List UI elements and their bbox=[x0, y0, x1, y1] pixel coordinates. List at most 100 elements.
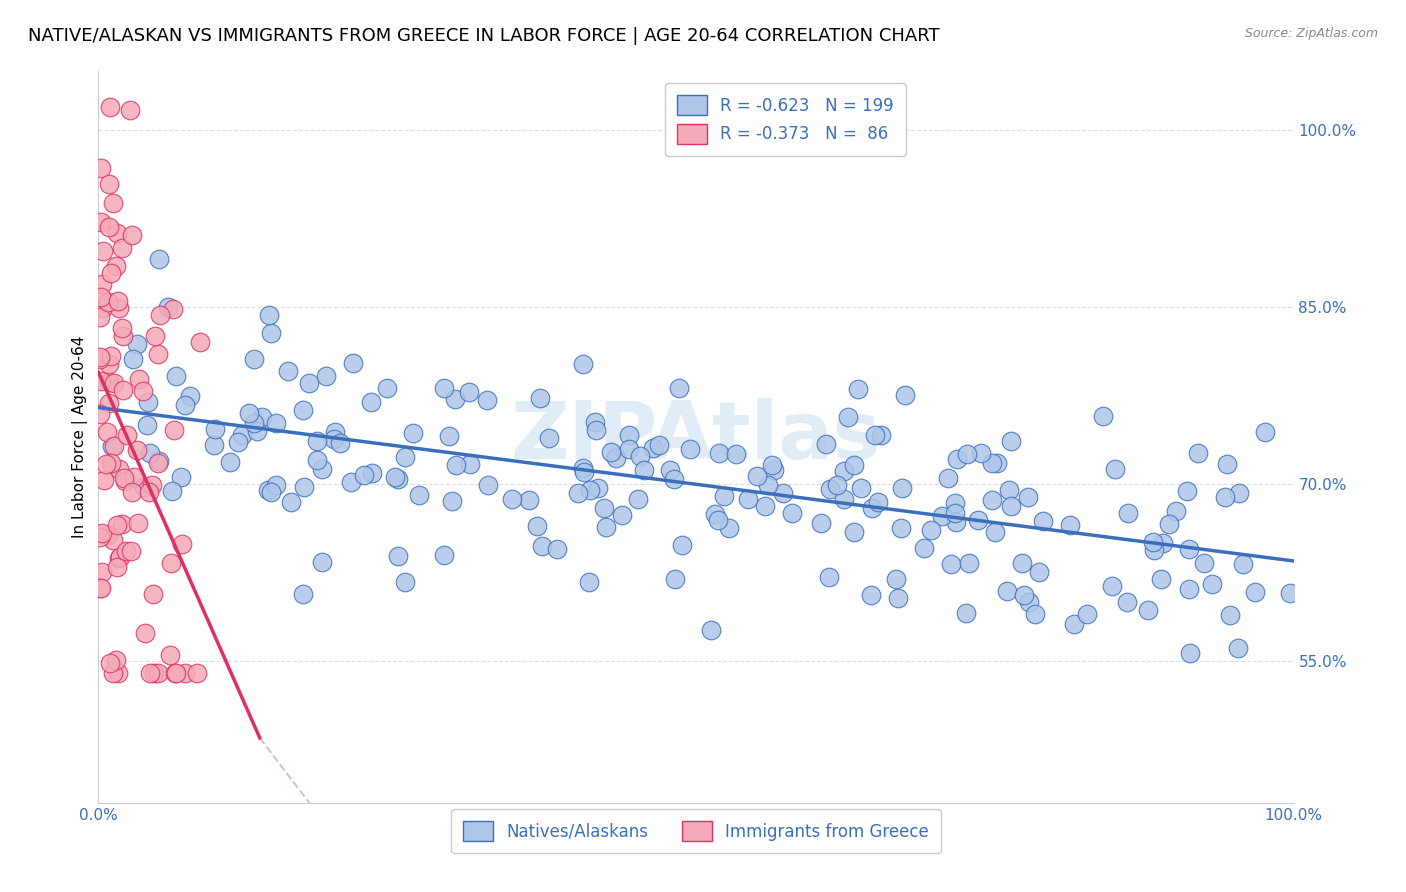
Point bbox=[121, 484, 143, 499]
Point bbox=[837, 409, 859, 424]
Point bbox=[617, 428, 640, 442]
Text: NATIVE/ALASKAN VS IMMIGRANTS FROM GREECE IN LABOR FORCE | AGE 20-64 CORRELATION : NATIVE/ALASKAN VS IMMIGRANTS FROM GREECE… bbox=[28, 27, 939, 45]
Point bbox=[90, 581, 112, 595]
Point bbox=[89, 310, 111, 325]
Point bbox=[100, 266, 122, 280]
Y-axis label: In Labor Force | Age 20-64: In Labor Force | Age 20-64 bbox=[72, 336, 89, 538]
Point bbox=[526, 519, 548, 533]
Point bbox=[311, 555, 333, 569]
Point bbox=[165, 666, 187, 681]
Point bbox=[110, 549, 132, 564]
Point bbox=[1116, 595, 1139, 609]
Point bbox=[179, 389, 201, 403]
Point bbox=[860, 501, 883, 516]
Point bbox=[402, 426, 425, 441]
Point bbox=[112, 329, 135, 343]
Point bbox=[658, 463, 681, 477]
Point bbox=[531, 540, 554, 554]
Point bbox=[135, 418, 157, 433]
Point bbox=[89, 530, 111, 544]
Point bbox=[967, 513, 990, 527]
Point bbox=[1000, 499, 1022, 513]
Point bbox=[89, 350, 111, 364]
Point bbox=[360, 466, 382, 480]
Point bbox=[111, 384, 134, 398]
Point bbox=[884, 572, 907, 586]
Point bbox=[266, 416, 288, 430]
Point bbox=[107, 517, 129, 532]
Point bbox=[586, 481, 609, 495]
Point bbox=[149, 308, 172, 322]
Point bbox=[707, 512, 730, 526]
Point bbox=[100, 349, 122, 363]
Point bbox=[571, 358, 593, 372]
Point bbox=[842, 458, 865, 472]
Point bbox=[125, 337, 148, 351]
Point bbox=[920, 524, 942, 538]
Point bbox=[725, 446, 748, 460]
Point bbox=[340, 475, 363, 489]
Point bbox=[174, 666, 197, 681]
Point bbox=[1091, 409, 1114, 423]
Point bbox=[156, 300, 179, 314]
Point bbox=[315, 369, 337, 384]
Point bbox=[105, 226, 128, 240]
Point bbox=[477, 477, 499, 491]
Point bbox=[134, 625, 156, 640]
Point bbox=[1017, 490, 1039, 504]
Point bbox=[458, 457, 481, 471]
Point bbox=[546, 542, 568, 557]
Point bbox=[1226, 641, 1249, 656]
Point bbox=[226, 435, 249, 450]
Point bbox=[259, 485, 281, 500]
Point bbox=[115, 543, 138, 558]
Point bbox=[647, 438, 669, 452]
Point bbox=[572, 460, 595, 475]
Point bbox=[387, 549, 409, 564]
Text: Source: ZipAtlas.com: Source: ZipAtlas.com bbox=[1244, 27, 1378, 40]
Point bbox=[387, 473, 409, 487]
Point bbox=[243, 352, 266, 367]
Point bbox=[432, 548, 454, 562]
Point bbox=[941, 558, 963, 572]
Point bbox=[713, 489, 735, 503]
Point bbox=[825, 477, 848, 491]
Point bbox=[125, 443, 148, 458]
Point bbox=[754, 500, 776, 514]
Point bbox=[1059, 517, 1081, 532]
Point bbox=[291, 587, 314, 601]
Point bbox=[148, 347, 170, 361]
Point bbox=[107, 293, 129, 308]
Point bbox=[957, 556, 980, 570]
Point bbox=[90, 215, 112, 229]
Point bbox=[441, 493, 464, 508]
Point bbox=[329, 436, 352, 450]
Point bbox=[610, 508, 633, 522]
Point bbox=[981, 456, 1004, 470]
Point bbox=[277, 363, 299, 377]
Point bbox=[105, 560, 128, 574]
Point bbox=[325, 425, 347, 440]
Point bbox=[204, 422, 226, 436]
Point bbox=[945, 515, 967, 529]
Point bbox=[94, 457, 117, 471]
Point bbox=[593, 500, 616, 515]
Point bbox=[1000, 434, 1022, 449]
Point bbox=[818, 482, 841, 496]
Point bbox=[578, 574, 600, 589]
Point bbox=[627, 491, 650, 506]
Point bbox=[772, 486, 794, 500]
Point bbox=[995, 584, 1018, 599]
Point bbox=[984, 524, 1007, 539]
Point bbox=[107, 301, 129, 316]
Point bbox=[90, 161, 112, 175]
Point bbox=[931, 508, 953, 523]
Point bbox=[1213, 490, 1236, 504]
Point bbox=[529, 391, 551, 405]
Point bbox=[890, 521, 912, 535]
Point bbox=[394, 450, 416, 465]
Point bbox=[97, 220, 120, 235]
Point bbox=[1254, 425, 1277, 439]
Point bbox=[832, 464, 855, 478]
Point bbox=[1279, 585, 1302, 599]
